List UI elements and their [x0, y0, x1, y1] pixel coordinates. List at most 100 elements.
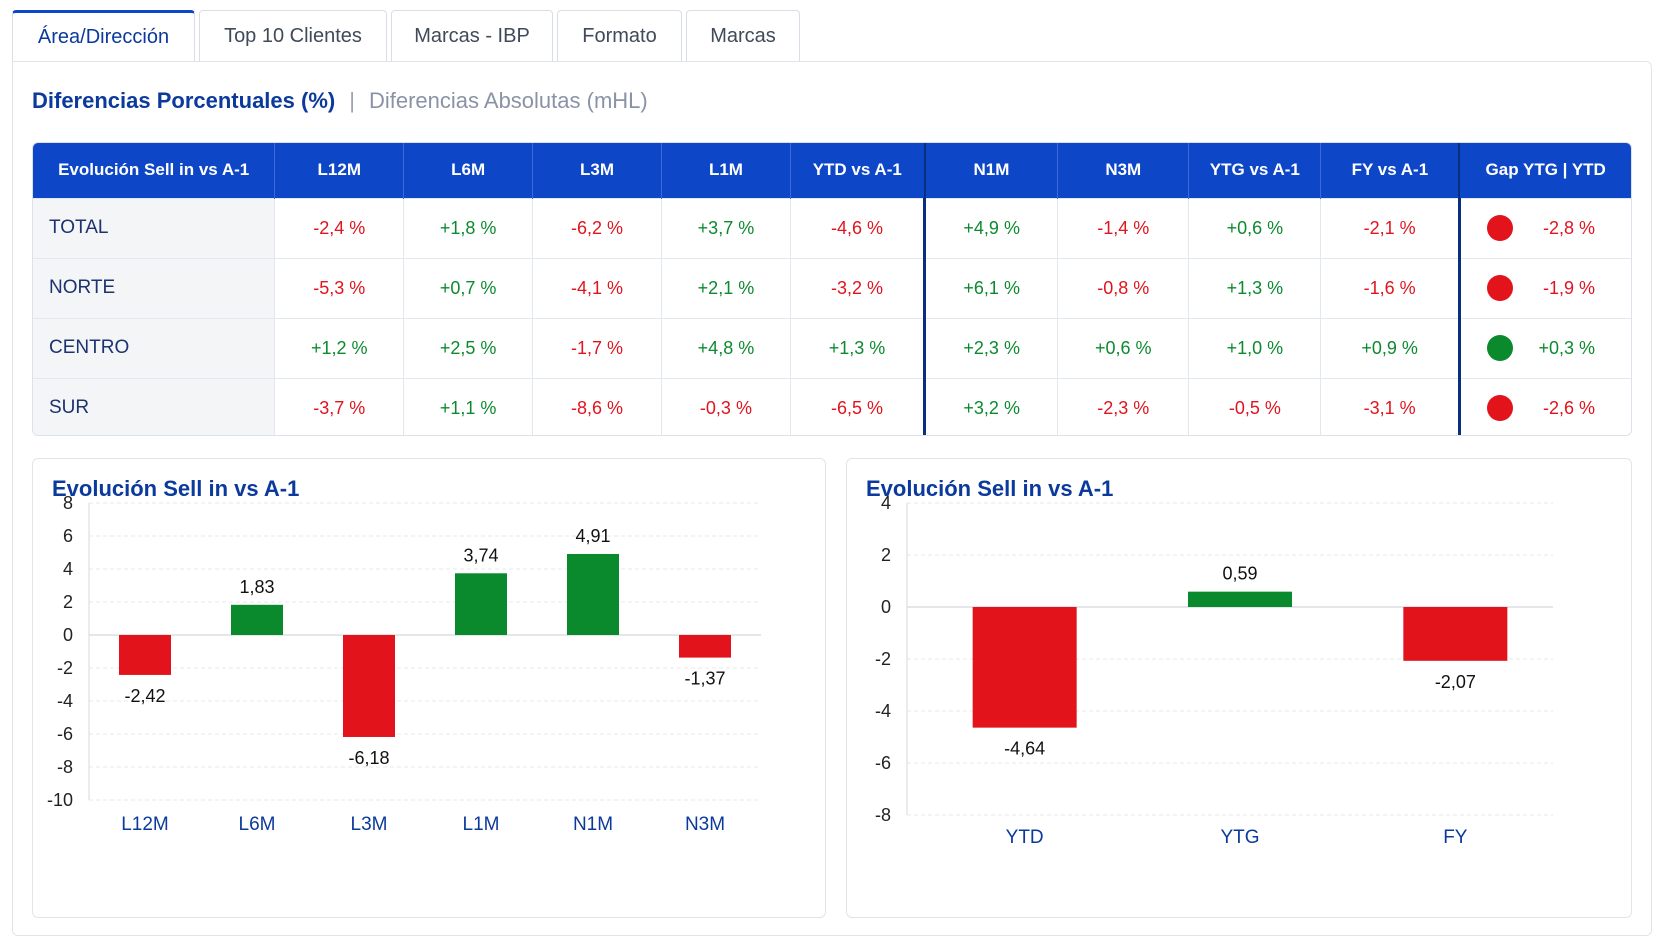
- row-label: TOTAL: [33, 197, 276, 258]
- data-label: 4,91: [575, 526, 610, 546]
- gap-value: -2,6 %: [1542, 397, 1595, 418]
- table-cell: -3,1 %: [1320, 377, 1460, 435]
- tab-marcas-ibp[interactable]: Marcas - IBP: [391, 10, 553, 62]
- table-cell: +2,5 %: [403, 317, 534, 378]
- tab-marcas[interactable]: Marcas: [686, 10, 800, 62]
- table-row: TOTAL -2,4 % +1,8 % -6,2 % +3,7 % -4,6 % +4,9 …: [33, 197, 1631, 258]
- y-tick-label: -4: [875, 701, 891, 721]
- table-cell: -0,5 %: [1188, 377, 1322, 435]
- gap-value: -2,8 %: [1542, 217, 1595, 238]
- y-tick-label: 2: [881, 545, 891, 565]
- gap-value: -1,9 %: [1542, 277, 1595, 298]
- x-tick-label: L1M: [463, 814, 500, 835]
- table-cell: +4,9 %: [923, 197, 1059, 258]
- table-cell: -1,6 %: [1320, 257, 1460, 318]
- table-row: CENTRO +1,2 % +2,5 % -1,7 % +4,8 % +1,3 % +2,3…: [33, 317, 1631, 378]
- chart-card-periods: Evolución Sell in vs A-1 8 6 4 2 0 -2 -4 -6 -8 -1…: [32, 458, 826, 918]
- x-tick-label: YTG: [1220, 827, 1259, 848]
- table-cell: +1,2 %: [274, 317, 405, 378]
- table-cell: +1,8 %: [403, 197, 534, 258]
- chart-title: Evolución Sell in vs A-1: [52, 476, 300, 501]
- table-cell: +2,1 %: [661, 257, 791, 318]
- x-tick-label: L6M: [239, 814, 276, 835]
- table-cell: +1,1 %: [403, 377, 534, 435]
- y-tick-label: 4: [881, 493, 891, 513]
- data-label: -2,42: [124, 686, 165, 706]
- status-dot-icon: [1486, 395, 1513, 421]
- table-cell: +1,3 %: [1188, 257, 1322, 318]
- gap-cell: -2,6 %: [1457, 377, 1631, 435]
- data-label: 3,74: [463, 545, 498, 565]
- x-tick-label: N1M: [573, 814, 613, 835]
- table-cell: +6,1 %: [923, 257, 1059, 318]
- row-label: SUR: [33, 377, 276, 435]
- column-header: Evolución Sell in vs A-1: [33, 143, 276, 198]
- bar-l3m: [343, 635, 395, 737]
- data-label: 1,83: [239, 577, 274, 597]
- table-header-row: Evolución Sell in vs A-1 L12M L6M L3M L1M YTD…: [33, 143, 1631, 198]
- gap-cell: +0,3 %: [1457, 317, 1631, 378]
- column-header: L3M: [532, 143, 662, 198]
- table-cell: +4,8 %: [661, 317, 791, 378]
- row-label: CENTRO: [33, 317, 276, 378]
- table-cell: -3,2 %: [790, 257, 926, 318]
- table-cell: +3,7 %: [661, 197, 791, 258]
- column-header: L6M: [403, 143, 534, 198]
- table-cell: +0,7 %: [403, 257, 534, 318]
- y-tick-label: -4: [57, 691, 73, 711]
- table-cell: +2,3 %: [923, 317, 1059, 378]
- y-tick-label: 0: [63, 625, 73, 645]
- status-dot-icon: [1486, 335, 1513, 361]
- bar-chart-periods: 8 6 4 2 0 -2 -4 -6 -8 -10 -2,42 L12M 1,83 L6M -6,18 L3M…: [47, 493, 761, 835]
- bar-ytg: [1188, 591, 1292, 607]
- x-tick-label: L12M: [121, 814, 169, 835]
- x-tick-label: FY: [1443, 827, 1468, 848]
- bar-n1m: [567, 553, 619, 635]
- table-cell: +0,6 %: [1188, 197, 1322, 258]
- gap-cell: -1,9 %: [1457, 257, 1631, 318]
- column-header: L1M: [661, 143, 791, 198]
- chart-card-ytd: Evolución Sell in vs A-1 4 2 0 -2 -4 -6 -8 -4,6…: [846, 458, 1632, 918]
- toggle-absolute-differences[interactable]: Diferencias Absolutas (mHL): [368, 88, 648, 113]
- tab-area-direccion[interactable]: Área/Dirección: [12, 10, 195, 62]
- table-row: SUR -3,7 % +1,1 % -8,6 % -0,3 % -6,5 % +3,2 % -…: [33, 377, 1631, 435]
- bar-n3m: [679, 635, 731, 658]
- data-label: -2,07: [1435, 672, 1476, 692]
- column-header: L12M: [274, 143, 405, 198]
- column-header: YTG vs A-1: [1188, 143, 1322, 198]
- y-tick-label: 6: [63, 526, 73, 546]
- bar-chart-ytd-ytg-fy: 4 2 0 -2 -4 -6 -8 -4,64 YTD 0,59 YTG -2,07 FY: [875, 493, 1553, 848]
- table-cell: -1,4 %: [1057, 197, 1190, 258]
- tab-formato[interactable]: Formato: [557, 10, 682, 62]
- bar-fy: [1403, 607, 1508, 661]
- table-cell: -2,4 %: [274, 197, 405, 258]
- y-tick-label: -8: [875, 805, 891, 825]
- table-cell: +1,0 %: [1188, 317, 1322, 378]
- x-tick-label: N3M: [685, 814, 725, 835]
- column-header: N3M: [1057, 143, 1190, 198]
- x-tick-label: L3M: [351, 814, 388, 835]
- table-cell: +3,2 %: [923, 377, 1059, 435]
- y-tick-label: 4: [63, 559, 73, 579]
- table-cell: +0,6 %: [1057, 317, 1190, 378]
- data-label: -6,18: [348, 748, 389, 768]
- table-cell: -1,7 %: [532, 317, 662, 378]
- table-cell: -0,3 %: [661, 377, 791, 435]
- row-label: NORTE: [33, 257, 276, 318]
- column-header: Gap YTG | YTD: [1458, 143, 1631, 198]
- table-cell: -4,6 %: [790, 197, 926, 258]
- gap-cell: -2,8 %: [1457, 197, 1631, 258]
- table-cell: -8,6 %: [532, 377, 662, 435]
- y-tick-label: 2: [63, 592, 73, 612]
- toggle-percent-differences[interactable]: Diferencias Porcentuales (%): [32, 88, 336, 113]
- table-row: NORTE -5,3 % +0,7 % -4,1 % +2,1 % -3,2 % +6,1 …: [33, 257, 1631, 318]
- tab-top-10-clientes[interactable]: Top 10 Clientes: [199, 10, 387, 62]
- bar-ytd: [972, 607, 1077, 728]
- y-tick-label: -2: [875, 649, 891, 669]
- bar-l1m: [455, 573, 507, 635]
- y-tick-label: -6: [57, 724, 73, 744]
- table-cell: -5,3 %: [274, 257, 405, 318]
- column-header: N1M: [923, 143, 1059, 198]
- table-cell: -2,1 %: [1320, 197, 1460, 258]
- table-cell: +1,3 %: [790, 317, 926, 378]
